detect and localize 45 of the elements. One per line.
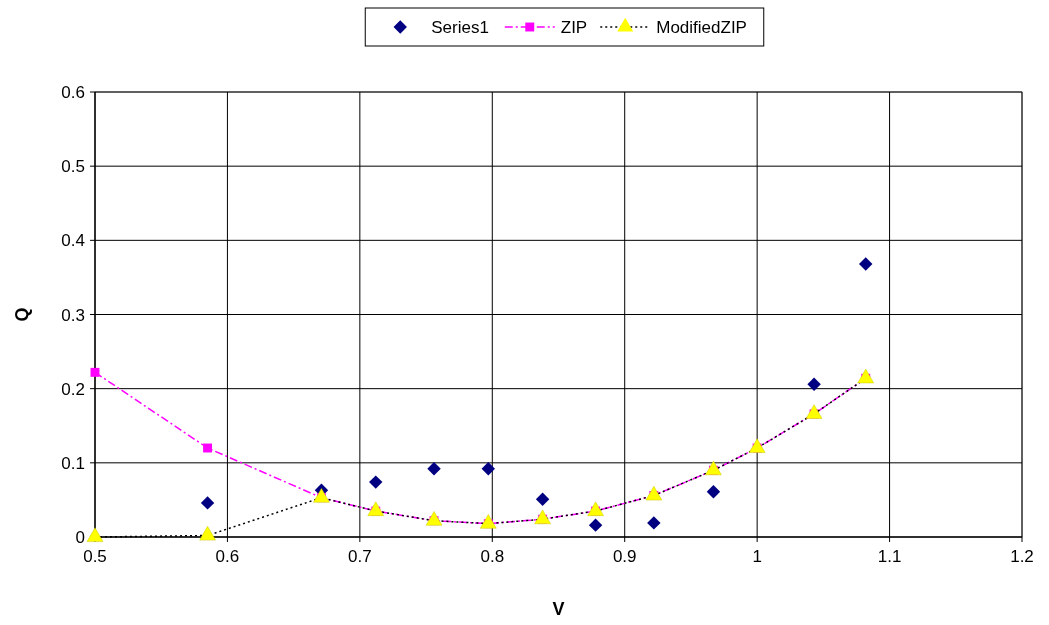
point: [705, 460, 722, 476]
point: [588, 518, 603, 532]
point: [367, 501, 384, 516]
legend-label: Series1: [431, 18, 489, 37]
x-tick-label: 0.7: [348, 547, 372, 566]
y-tick-label: 0: [75, 528, 85, 547]
x-tick-label: 1: [752, 547, 762, 566]
y-tick-label: 0.2: [61, 379, 85, 399]
x-axis-title: V: [552, 599, 565, 619]
point: [647, 516, 661, 530]
point: [805, 404, 823, 419]
point: [807, 377, 821, 391]
point: [425, 511, 443, 526]
point: [534, 509, 551, 525]
x-tick-label: 0.8: [480, 547, 505, 566]
point: [313, 488, 330, 503]
x-tick-label: 0.9: [612, 547, 637, 566]
y-tick-label: 0.6: [61, 83, 85, 102]
point: [706, 485, 721, 499]
point: [199, 526, 216, 541]
point: [369, 475, 383, 489]
y-tick-label: 0.3: [61, 305, 85, 325]
point: [480, 514, 497, 529]
point: [857, 368, 874, 384]
point: [90, 367, 100, 377]
point: [203, 443, 213, 453]
point: [200, 496, 215, 510]
x-tick-label: 1.2: [1010, 547, 1034, 566]
point: [645, 486, 663, 501]
y-tick-label: 0.1: [61, 453, 85, 473]
y-tick-label: 0.5: [61, 157, 85, 177]
point: [535, 492, 550, 506]
legend-label: ZIP: [560, 18, 588, 37]
x-tick-label: 0.5: [83, 547, 107, 566]
y-axis-title: Q: [12, 307, 32, 322]
y-tick-label: 0.4: [61, 231, 85, 251]
point: [859, 257, 873, 271]
point: [481, 462, 496, 476]
x-tick-label: 0.6: [215, 547, 240, 566]
point: [86, 527, 104, 542]
point: [587, 501, 604, 516]
point: [748, 438, 766, 453]
x-tick-label: 1.1: [877, 547, 902, 566]
legend-label: ModifiedZIP: [656, 18, 747, 37]
point: [427, 462, 441, 476]
